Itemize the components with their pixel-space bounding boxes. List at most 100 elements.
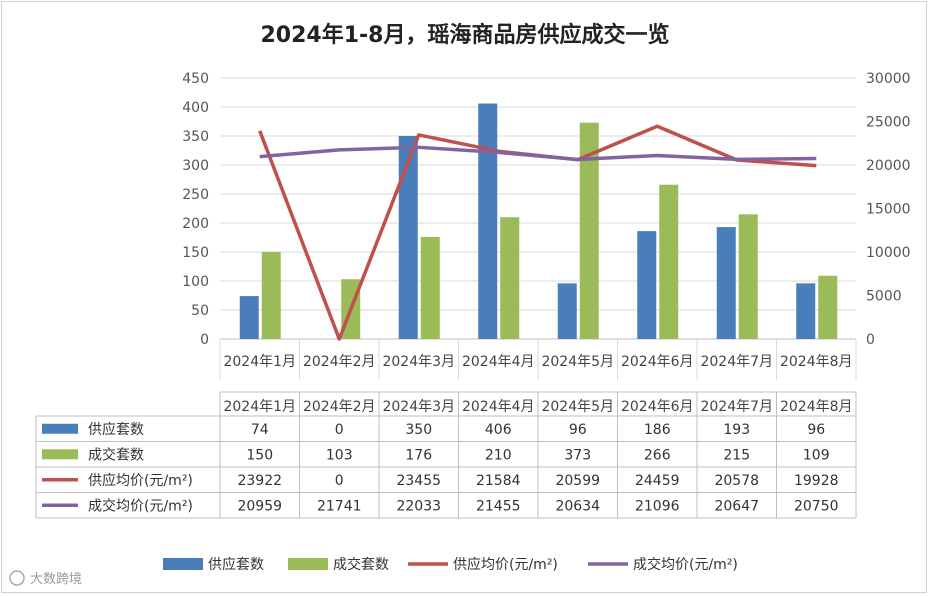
table-row-label: 供应套数	[88, 421, 144, 438]
table-cell: 74	[251, 422, 269, 438]
data-table: 2024年1月 2024年2月 2024年3月 2024年4月 2024年5月 2024年…	[35, 391, 857, 519]
table-header-label: 2024年8月	[780, 399, 853, 415]
table-header-label: 2024年1月	[223, 399, 296, 415]
right-axis-tick-label: 15000	[866, 202, 911, 218]
table-cell: 23455	[396, 473, 441, 489]
legend-swatch	[163, 558, 203, 570]
table-cell: 20647	[714, 498, 759, 514]
bar-deal-units	[579, 122, 599, 339]
bar-deal-units	[261, 252, 281, 339]
legend-label: 供应套数	[208, 556, 264, 573]
legend-label: 供应均价(元/m²)	[453, 556, 558, 573]
table-cell: 150	[246, 447, 273, 463]
table-row-label: 成交均价(元/m²)	[88, 497, 193, 514]
watermark: 大数跨境	[9, 570, 82, 587]
table-cell: 186	[644, 422, 671, 438]
legend-label: 成交套数	[333, 556, 389, 573]
table-header-label: 2024年7月	[700, 399, 773, 415]
left-axis-tick-label: 150	[182, 245, 209, 261]
table-cell: 193	[723, 422, 750, 438]
table-cell: 215	[723, 447, 750, 463]
x-axis-category-label: 2024年1月	[223, 354, 296, 370]
table-row-label: 供应均价(元/m²)	[88, 472, 193, 489]
table-cell: 24459	[635, 473, 680, 489]
left-axis-tick-label: 400	[182, 100, 209, 116]
table-cell: 21584	[476, 473, 521, 489]
table-header-label: 2024年4月	[462, 399, 535, 415]
gridlines	[220, 77, 856, 340]
right-axis-tick-label: 0	[866, 332, 875, 348]
x-axis-category-label: 2024年6月	[621, 354, 694, 370]
x-axis-category-label: 2024年4月	[462, 354, 535, 370]
bar-deal-units	[500, 217, 520, 339]
table-cell: 20578	[714, 473, 759, 489]
bar-supply-units	[716, 227, 736, 339]
table-cell: 23922	[237, 473, 282, 489]
line-deal-avg-price	[259, 145, 817, 162]
table-cell: 0	[335, 473, 344, 489]
legend-label: 成交均价(元/m²)	[633, 556, 738, 573]
table-cell: 20750	[794, 498, 839, 514]
bar-supply-units	[478, 103, 498, 340]
table-cell: 19928	[794, 473, 839, 489]
table-cell: 406	[485, 422, 512, 438]
table-cell: 266	[644, 447, 671, 463]
left-axis-tick-label: 0	[200, 332, 209, 348]
table-cell: 176	[405, 447, 432, 463]
table-cell: 20634	[555, 498, 600, 514]
table-cell: 109	[803, 447, 830, 463]
table-header-label: 2024年6月	[621, 399, 694, 415]
left-axis-tick-label: 450	[182, 71, 209, 87]
table-legend-swatch	[42, 449, 78, 460]
right-axis-tick-label: 25000	[866, 115, 911, 131]
bar-supply-units	[239, 296, 259, 339]
bars	[239, 103, 838, 340]
left-axis-tick-label: 250	[182, 187, 209, 203]
table-cell: 20959	[237, 498, 282, 514]
table-cell: 0	[335, 422, 344, 438]
table-cell: 103	[326, 447, 353, 463]
table-cell: 96	[569, 422, 587, 438]
watermark-text: 大数跨境	[30, 572, 82, 587]
table-header-label: 2024年5月	[541, 399, 614, 415]
right-axis-tick-label: 5000	[866, 289, 902, 305]
left-axis-tick-label: 350	[182, 129, 209, 145]
x-axis-category-label: 2024年5月	[541, 354, 614, 370]
bar-supply-units	[637, 231, 657, 339]
left-axis-tick-label: 200	[182, 216, 209, 232]
left-axis-tick-label: 50	[191, 303, 209, 319]
bar-deal-units	[738, 214, 758, 339]
bar-deal-units	[818, 275, 838, 339]
left-axis-tick-label: 100	[182, 274, 209, 290]
x-axis-category-label: 2024年2月	[303, 354, 376, 370]
legend: 供应套数 成交套数 供应均价(元/m²) 成交均价(元/m²)	[163, 556, 738, 573]
table-cell: 210	[485, 447, 512, 463]
table-cell: 20599	[555, 473, 600, 489]
watermark-logo-icon	[9, 570, 25, 586]
legend-swatch	[288, 558, 328, 570]
bar-supply-units	[557, 283, 577, 339]
table-header-label: 2024年2月	[303, 399, 376, 415]
x-axis-category-label: 2024年3月	[382, 354, 455, 370]
table-cell: 96	[807, 422, 825, 438]
right-axis-tick-label: 30000	[866, 71, 911, 87]
table-header-label: 2024年3月	[382, 399, 455, 415]
table-cell: 21455	[476, 498, 521, 514]
bar-supply-units	[398, 136, 418, 339]
lines	[258, 124, 817, 341]
bar-deal-units	[659, 184, 679, 339]
chart-title: 2024年1-8月，瑶海商品房供应成交一览	[261, 22, 670, 48]
x-axis-category-label: 2024年8月	[780, 354, 853, 370]
table-cell: 21741	[317, 498, 362, 514]
bar-supply-units	[796, 283, 816, 339]
table-cell: 22033	[396, 498, 441, 514]
right-axis-tick-label: 10000	[866, 245, 911, 261]
x-axis-category-label: 2024年7月	[700, 354, 773, 370]
table-row-label: 成交套数	[88, 446, 144, 463]
table-legend-swatch	[42, 423, 78, 434]
right-axis-tick-label: 20000	[866, 158, 911, 174]
left-axis-tick-label: 300	[182, 158, 209, 174]
table-cell: 21096	[635, 498, 680, 514]
